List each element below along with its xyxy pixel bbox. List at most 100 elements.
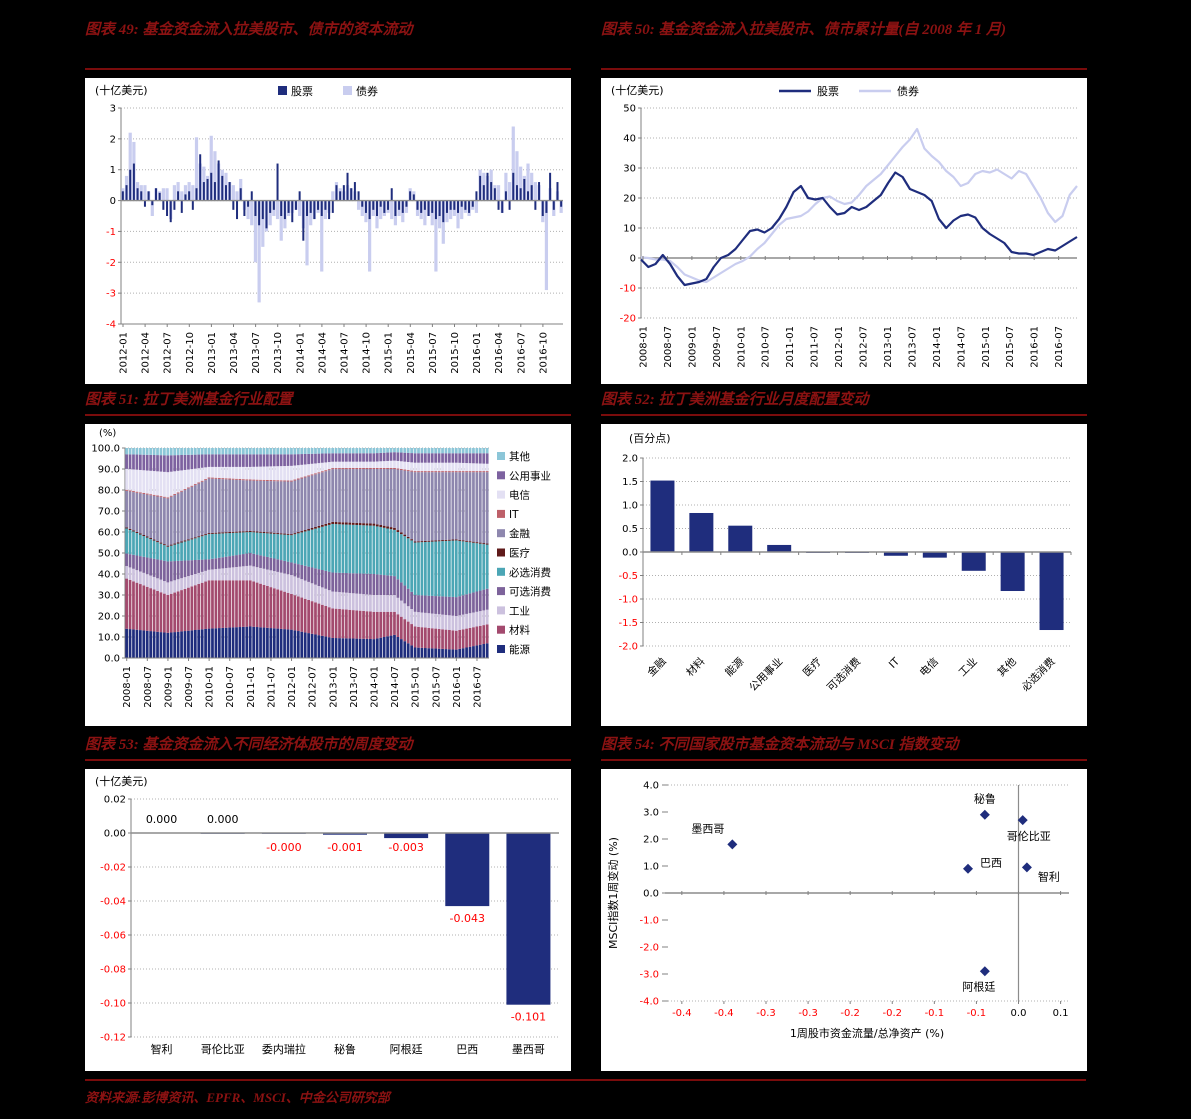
stack-seg (310, 601, 314, 634)
stack-seg (461, 540, 465, 542)
stack-seg (176, 579, 180, 592)
stack-seg (224, 479, 228, 533)
stack-seg (276, 628, 280, 658)
stack-seg (180, 542, 183, 561)
stack-seg (197, 536, 201, 538)
stack-seg (187, 539, 190, 541)
stack-seg (324, 570, 328, 589)
stack-seg (338, 522, 341, 525)
x-category-label: 其他 (995, 655, 1019, 679)
stack-seg (458, 472, 462, 540)
stack-seg (293, 563, 297, 577)
stack-seg (242, 626, 245, 658)
stack-seg (437, 471, 441, 473)
stack-seg (207, 559, 211, 570)
stack-seg (320, 569, 324, 588)
x-tick-label: 2014-04 (317, 332, 328, 374)
bar (475, 191, 478, 201)
stack-seg (176, 560, 180, 580)
stack-seg (276, 533, 280, 535)
legend-swatch (497, 548, 505, 557)
stack-seg (320, 472, 324, 525)
x-tick-label: 2015-01 (411, 666, 422, 708)
stack-seg (324, 448, 328, 454)
stack-seg (183, 454, 187, 470)
bar (147, 191, 150, 201)
y-tick-label: -0.06 (100, 931, 126, 942)
stack-seg (478, 448, 482, 454)
x-tick-label: 2014-01 (932, 326, 943, 368)
stack-seg (444, 596, 448, 615)
bar (449, 200, 452, 210)
legend-swatch (497, 490, 505, 499)
stack-seg (307, 599, 310, 634)
bar (438, 200, 441, 216)
stack-seg (358, 638, 362, 658)
stack-seg (478, 463, 482, 472)
stack-seg (242, 566, 245, 581)
bar (364, 200, 367, 213)
y-tick-label: 3.0 (643, 808, 659, 819)
stack-seg (142, 492, 146, 494)
stack-seg (266, 532, 269, 534)
stack-seg (135, 491, 139, 493)
stack-seg (128, 491, 132, 529)
stack-seg (448, 471, 451, 473)
stack-seg (248, 532, 252, 553)
stack-seg (193, 448, 197, 455)
stack-seg (231, 580, 235, 628)
stack-seg (238, 580, 242, 628)
stack-seg (468, 471, 472, 473)
data-label: -0.101 (511, 1011, 546, 1024)
chart-block-52: 图表 52: 拉丁美洲基金行业月度配置变动 2.0 1.5 1.0 0.5 0.0 -0.… (601, 388, 1087, 726)
stack-seg (245, 531, 249, 533)
stack-seg (303, 476, 307, 478)
legend-swatch (497, 509, 505, 518)
stack-seg (444, 471, 448, 473)
stack-seg (197, 537, 201, 560)
stack-seg (259, 532, 262, 556)
y-axis-title: MSCI指数1周变动 (%) (606, 837, 620, 949)
stack-seg (149, 575, 153, 589)
bar (257, 200, 261, 303)
legend-swatch-bond (343, 86, 352, 95)
y-tick-label: 50.0 (98, 549, 120, 560)
stack-seg (272, 532, 276, 534)
stack-seg (444, 448, 448, 454)
stack-seg (348, 522, 352, 525)
legend-label: 其他 (509, 450, 530, 463)
stack-seg (334, 591, 338, 609)
stack-seg (193, 485, 197, 538)
x-tick-label: -0.2 (882, 1008, 902, 1019)
stack-seg (276, 448, 280, 455)
stack-seg (259, 531, 262, 533)
bar (356, 200, 361, 210)
stack-seg (211, 628, 214, 658)
bar (250, 191, 253, 201)
bar (501, 200, 504, 213)
stack-seg (224, 580, 228, 628)
x-tick-label: 2011-01 (246, 666, 257, 708)
bar (544, 200, 549, 291)
stack-seg (451, 453, 455, 463)
stack-seg (296, 631, 300, 658)
stack-seg (211, 478, 214, 533)
stack-seg (283, 466, 286, 481)
stack-seg (424, 472, 427, 541)
stack-seg (269, 570, 273, 588)
stack-seg (485, 453, 489, 464)
bar (556, 182, 559, 201)
legend-label: 材料 (509, 624, 530, 637)
bar (353, 182, 356, 201)
stack-seg (242, 554, 245, 567)
stack-seg (166, 497, 170, 499)
stack-seg (441, 629, 444, 649)
x-category-label: 医疗 (800, 655, 824, 679)
stack-seg (334, 524, 338, 573)
stack-seg (279, 480, 283, 482)
stack-seg (200, 571, 204, 583)
stack-seg (163, 455, 166, 472)
stack-seg (341, 448, 345, 454)
